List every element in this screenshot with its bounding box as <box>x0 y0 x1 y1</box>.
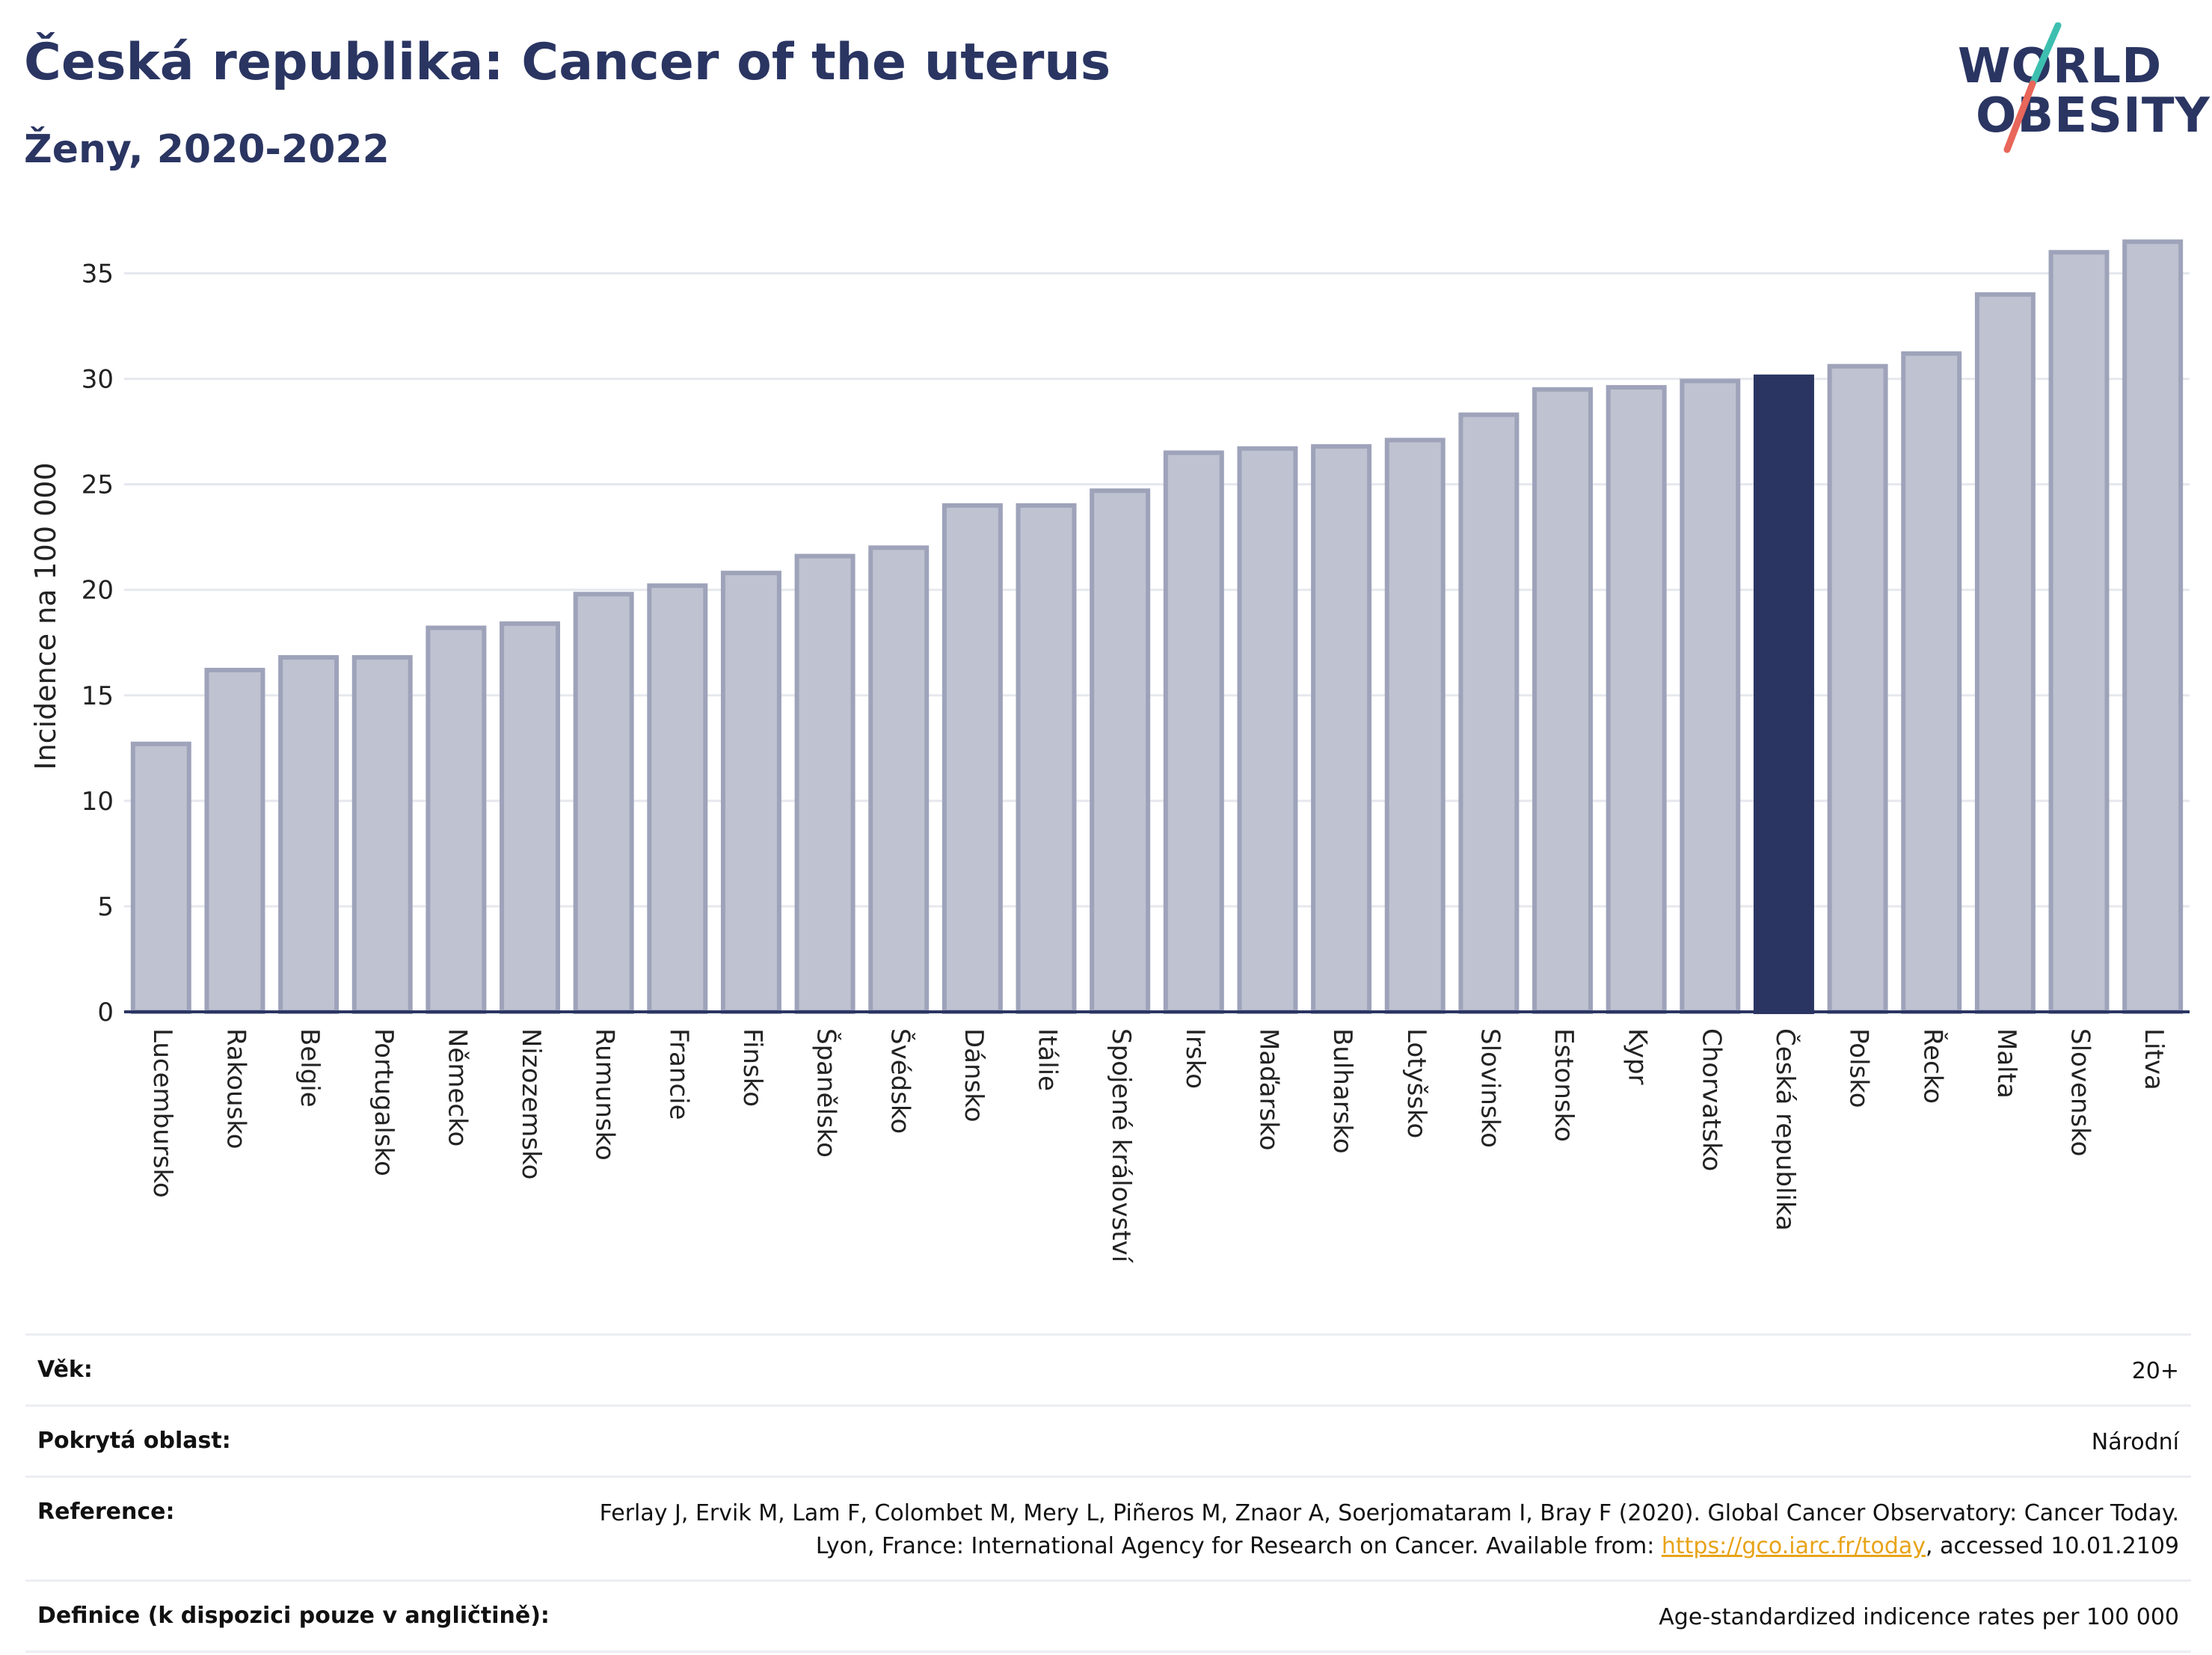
x-tick-label: Portugalsko <box>369 1028 399 1176</box>
info-label: Věk: <box>37 1357 93 1383</box>
y-tick-label: 5 <box>97 892 114 922</box>
y-tick-label: 25 <box>82 470 114 500</box>
bar <box>1974 292 2036 1015</box>
bar <box>1090 488 1151 1014</box>
x-tick-label: Itálie <box>1033 1028 1063 1091</box>
bar <box>573 592 634 1014</box>
bar-chart: 0 5 10 15 20 25 30 35 Incidence na 100 000 Lucemb… <box>29 239 2190 1264</box>
reference-link[interactable]: https://gco.iarc.fr/today <box>1661 1533 1926 1559</box>
info-row-definition: Definice (k dispozici pouze v angličtině… <box>25 1579 2191 1653</box>
x-tick-label: Malta <box>1991 1028 2021 1099</box>
bar <box>1384 437 1446 1015</box>
bar <box>1016 503 1077 1014</box>
x-tick-label: Belgie <box>295 1028 325 1108</box>
x-tick-label: Polsko <box>1844 1028 1874 1108</box>
x-tick-label: Lotyšsko <box>1401 1028 1431 1138</box>
bar <box>868 545 930 1015</box>
bar <box>1458 412 1520 1014</box>
x-tick-label: Slovinsko <box>1475 1028 1505 1148</box>
y-tick-label: 0 <box>97 998 114 1028</box>
info-value: 20+ <box>2131 1358 2179 1384</box>
x-tick-label: Estonsko <box>1549 1028 1579 1142</box>
x-tick-label: Česká republika <box>1770 1028 1801 1231</box>
x-tick-label: Dánsko <box>959 1028 989 1123</box>
bar <box>204 667 265 1014</box>
bar <box>278 655 340 1014</box>
world-obesity-logo: WORLD OBESITY <box>1944 22 2210 157</box>
page-title: Česká republika: Cancer of the uterus <box>24 33 1111 92</box>
x-tick-label: Rakousko <box>221 1028 251 1149</box>
info-label: Pokrytá oblast: <box>37 1428 231 1454</box>
y-axis-label: Incidence na 100 000 <box>29 462 62 770</box>
info-value: Ferlay J, Ervik M, Lam F, Colombet M, Me… <box>571 1497 2179 1563</box>
x-tick-label: Maďarsko <box>1253 1028 1283 1151</box>
info-value: Age-standardized indicence rates per 100… <box>1659 1604 2179 1630</box>
bar <box>1163 450 1224 1014</box>
x-tick-label: Spojené království <box>1106 1028 1136 1264</box>
info-label: Definice (k dispozici pouze v angličtině… <box>37 1603 550 1629</box>
y-tick-label: 20 <box>82 576 114 606</box>
bar <box>647 583 708 1014</box>
bar <box>1311 443 1372 1014</box>
logo-line-1: WORLD <box>1958 39 2163 94</box>
x-tick-label: Francie <box>663 1028 693 1120</box>
y-tick-label: 30 <box>82 365 114 395</box>
bar <box>1606 384 1667 1015</box>
bar <box>1532 387 1594 1014</box>
bar <box>500 621 561 1014</box>
page-subtitle: Ženy, 2020-2022 <box>24 127 390 172</box>
x-tick-label: Irsko <box>1180 1028 1210 1089</box>
bar <box>2048 250 2110 1014</box>
bar <box>1753 374 1814 1014</box>
bar <box>794 553 855 1015</box>
x-tick-label: Španělsko <box>811 1028 842 1158</box>
bar <box>941 503 1003 1014</box>
bar <box>720 571 781 1014</box>
reference-accessed: , accessed 10.01.2109 <box>1926 1533 2179 1559</box>
x-tick-label: Chorvatsko <box>1696 1028 1726 1171</box>
bar <box>351 655 413 1014</box>
y-tick-label: 10 <box>82 787 114 817</box>
x-tick-label: Německo <box>442 1028 472 1146</box>
x-tick-label: Slovensko <box>2065 1028 2095 1156</box>
reference-text: Ferlay J, Ervik M, Lam F, Colombet M, Me… <box>599 1500 2179 1559</box>
x-tick-label: Kypr <box>1623 1028 1653 1085</box>
bar <box>2122 239 2184 1014</box>
bar <box>1827 363 1888 1014</box>
x-tick-label: Rumunsko <box>590 1028 620 1161</box>
bar <box>1237 446 1298 1015</box>
x-tick-label: Bulharsko <box>1327 1028 1357 1154</box>
x-tick-label: Řecko <box>1917 1028 1948 1104</box>
logo-slash-icon <box>2003 22 2062 153</box>
bar <box>1901 351 1962 1014</box>
x-tick-label: Švédsko <box>885 1028 915 1134</box>
y-tick-label: 15 <box>82 681 114 711</box>
info-row-reference: Reference: Ferlay J, Ervik M, Lam F, Col… <box>25 1476 2191 1579</box>
x-tick-label: Litva <box>2139 1028 2169 1090</box>
info-value: Národní <box>2091 1429 2179 1455</box>
info-table: Věk: 20+ Pokrytá oblast: Národní Referen… <box>25 1333 2191 1653</box>
bar <box>425 625 487 1014</box>
info-row-age: Věk: 20+ <box>25 1333 2191 1404</box>
bar <box>1680 378 1741 1014</box>
x-tick-label: Nizozemsko <box>516 1028 546 1179</box>
x-tick-label: Lucembursko <box>147 1028 177 1198</box>
x-tick-label: Finsko <box>737 1028 767 1107</box>
bar <box>130 741 191 1014</box>
y-tick-label: 35 <box>82 260 114 289</box>
info-row-coverage: Pokrytá oblast: Národní <box>25 1404 2191 1476</box>
info-label: Reference: <box>37 1499 175 1525</box>
